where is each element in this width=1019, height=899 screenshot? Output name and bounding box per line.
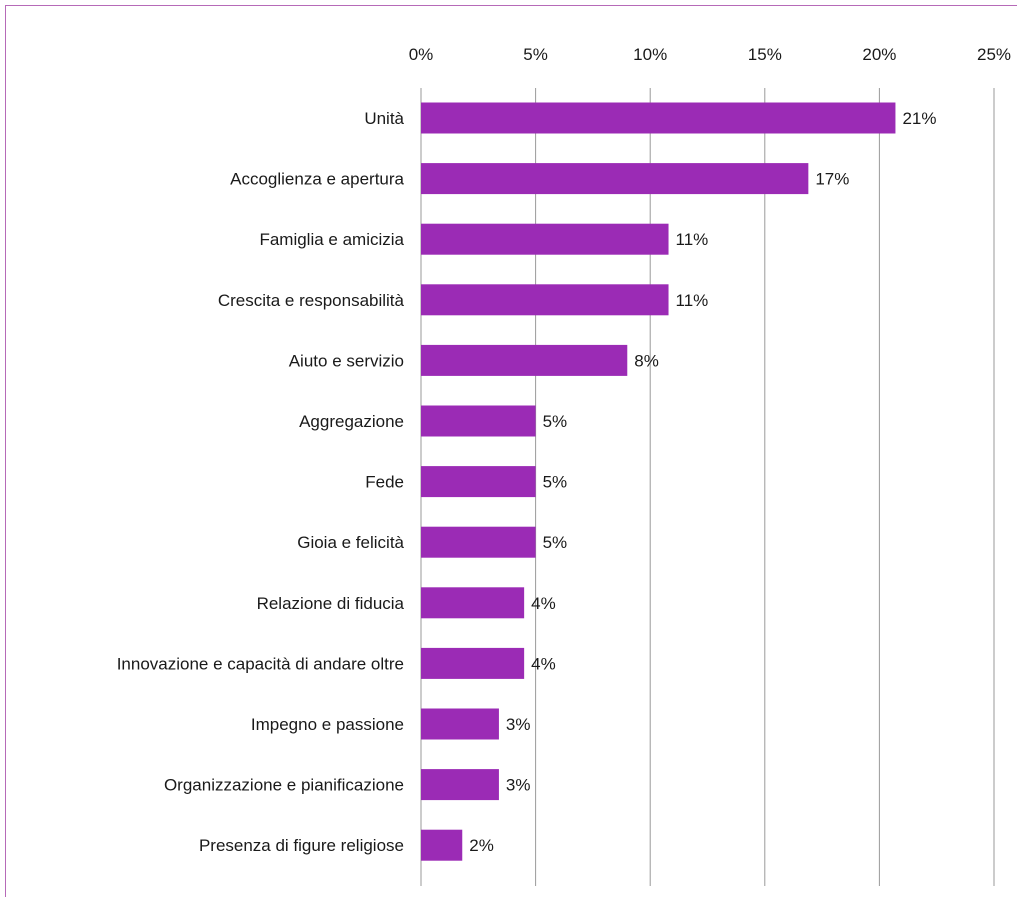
x-axis-ticks: 0% 5% 10% 15% 20% 25%	[409, 45, 1011, 64]
data-label: 4%	[531, 654, 556, 673]
bar	[421, 769, 499, 801]
bar	[421, 647, 525, 679]
bar	[421, 284, 669, 316]
bar	[421, 344, 628, 376]
data-label: 5%	[543, 533, 568, 552]
category-label: Impegno e passione	[251, 715, 404, 734]
x-tick-label: 25%	[977, 45, 1011, 64]
data-label: 2%	[469, 836, 494, 855]
category-labels: Unità Accoglienza e apertura Famiglia e am…	[117, 109, 405, 855]
category-label: Crescita e responsabilità	[218, 291, 405, 310]
category-label: Unità	[364, 109, 404, 128]
category-label: Accoglienza e apertura	[230, 170, 404, 189]
category-label: Aiuto e servizio	[289, 351, 404, 370]
category-label: Famiglia e amicizia	[259, 230, 404, 249]
category-label: Aggregazione	[299, 412, 404, 431]
bar	[421, 163, 809, 195]
data-label: 3%	[506, 776, 531, 795]
data-label: 8%	[634, 351, 659, 370]
bar	[421, 829, 463, 861]
x-tick-label: 5%	[523, 45, 548, 64]
category-label: Innovazione e capacità di andare oltre	[117, 654, 404, 673]
x-tick-label: 20%	[862, 45, 896, 64]
bar	[421, 466, 536, 498]
data-label: 3%	[506, 715, 531, 734]
data-label: 11%	[676, 291, 709, 310]
x-tick-label: 15%	[748, 45, 782, 64]
category-label: Fede	[365, 473, 404, 492]
x-tick-label: 10%	[633, 45, 667, 64]
bar	[421, 526, 536, 558]
category-label: Organizzazione e pianificazione	[164, 776, 404, 795]
bar	[421, 587, 525, 619]
category-label: Presenza di figure religiose	[199, 836, 404, 855]
data-label: 5%	[543, 473, 568, 492]
data-label: 4%	[531, 594, 556, 613]
x-tick-label: 0%	[409, 45, 434, 64]
bar	[421, 708, 499, 740]
bar	[421, 102, 896, 134]
bar	[421, 405, 536, 437]
data-label: 11%	[676, 230, 709, 249]
chart-frame	[5, 5, 1017, 897]
data-label: 5%	[543, 412, 568, 431]
bar	[421, 223, 669, 255]
data-labels: 21% 17% 11% 11% 8% 5% 5% 5% 4% 4% 3% 3% 2%	[469, 109, 936, 855]
data-label: 17%	[815, 170, 849, 189]
category-label: Relazione di fiducia	[257, 594, 405, 613]
data-label: 21%	[902, 109, 936, 128]
category-label: Gioia e felicità	[297, 533, 404, 552]
bars	[421, 102, 896, 861]
